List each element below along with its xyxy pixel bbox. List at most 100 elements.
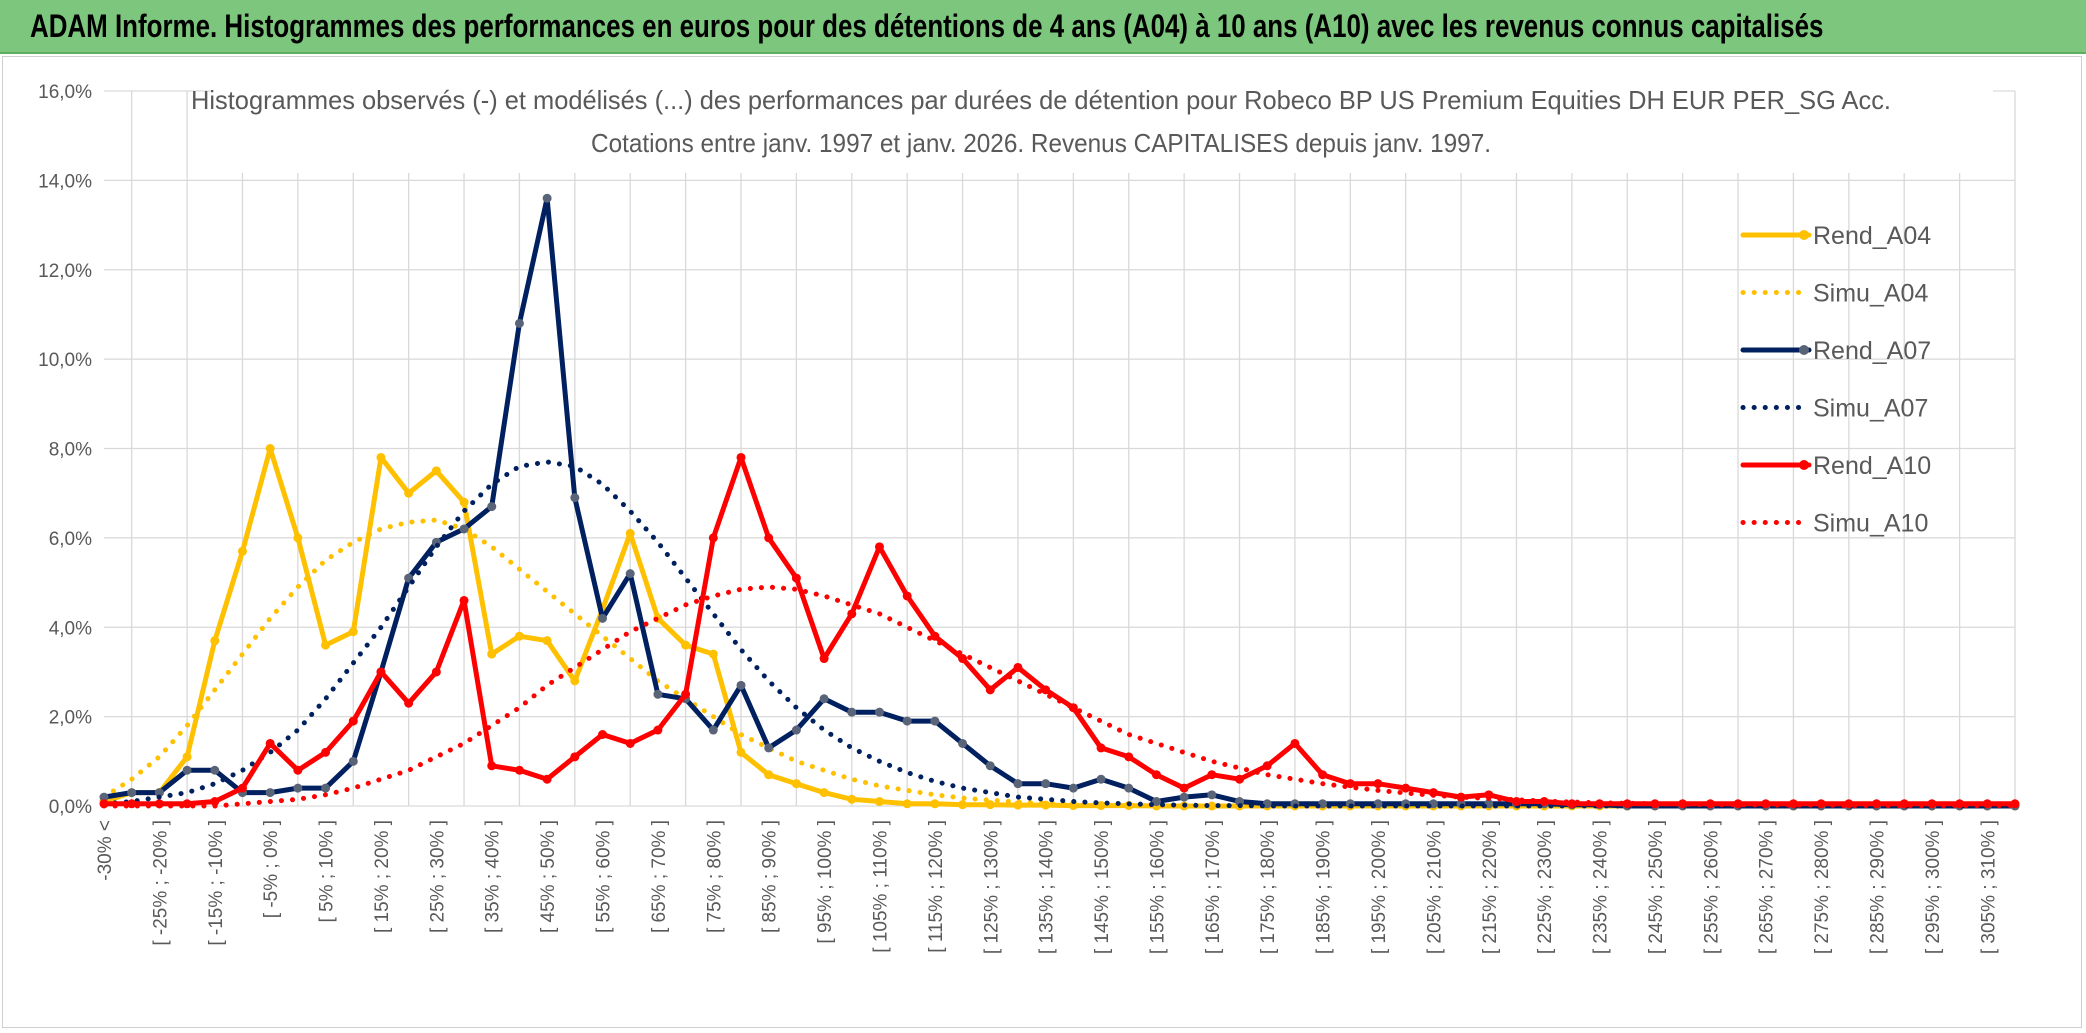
data-point — [431, 466, 441, 476]
data-point — [708, 533, 718, 543]
data-point — [1096, 774, 1106, 784]
x-tick-label: [ 175% ; 180% ] — [1258, 820, 1279, 954]
title-background — [213, 63, 1993, 173]
data-point — [1788, 799, 1798, 809]
data-point — [791, 573, 801, 583]
data-point — [1179, 783, 1189, 793]
data-point — [431, 667, 441, 677]
data-point — [1013, 779, 1023, 789]
x-tick-label: [ 145% ; 150% ] — [1092, 820, 1113, 954]
data-point — [459, 595, 469, 605]
chart-legend: Rend_A04 Simu_A04 Rend_A07 Simu_A07 Rend_A10… — [1740, 222, 1931, 538]
data-point — [681, 689, 691, 699]
data-point — [736, 747, 746, 757]
data-point — [348, 716, 358, 726]
data-point — [1207, 790, 1217, 800]
data-point — [1373, 779, 1383, 789]
data-point — [598, 613, 608, 623]
data-point — [487, 502, 497, 512]
data-point — [237, 546, 247, 556]
data-point — [958, 738, 968, 748]
y-tick-label: 8,0% — [49, 440, 92, 461]
chart-gridlines — [104, 90, 2016, 807]
y-tick-label: 14,0% — [38, 171, 92, 192]
data-point — [653, 689, 663, 699]
data-point — [376, 452, 386, 462]
x-tick-label: [ 85% ; 90% ] — [760, 820, 781, 933]
data-point — [847, 707, 857, 717]
data-point — [293, 765, 303, 775]
data-point — [210, 636, 220, 646]
data-point — [1235, 774, 1245, 784]
data-point — [376, 667, 386, 677]
data-point — [1733, 799, 1743, 809]
data-point — [1262, 761, 1272, 771]
data-point — [570, 752, 580, 762]
data-point — [598, 730, 608, 739]
data-point — [708, 649, 718, 659]
x-tick-label: [ -25% ; -20% ] — [150, 820, 171, 946]
report-banner: ADAM Informe. Histogrammes des performan… — [0, 0, 2086, 54]
data-point — [514, 318, 524, 328]
data-point — [764, 743, 774, 753]
data-point — [487, 761, 497, 771]
legend-marker — [1799, 345, 1809, 355]
data-point — [819, 694, 829, 704]
y-tick-label: 4,0% — [49, 618, 92, 639]
data-point — [930, 716, 940, 726]
data-point — [1318, 770, 1328, 780]
y-tick-label: 2,0% — [49, 708, 92, 729]
legend-label: Simu_A10 — [1813, 510, 1928, 538]
report-title: ADAM Informe. Histogrammes des performan… — [30, 8, 1824, 44]
data-point — [1151, 770, 1161, 780]
data-point — [985, 761, 995, 771]
x-tick-label: [ -5% ; 0% ] — [261, 820, 282, 918]
data-point — [625, 569, 635, 579]
data-point — [985, 685, 995, 695]
legend-label: Rend_A07 — [1813, 337, 1931, 365]
data-point — [1207, 770, 1217, 780]
data-point — [1041, 779, 1051, 789]
performance-histogram-chart: 0,0% 2,0% 4,0% 6,0% 8,0% 10,0% 12,0% 14,0% 16,0%… — [38, 63, 2020, 954]
data-point — [625, 528, 635, 538]
data-point — [847, 609, 857, 619]
data-point — [459, 497, 469, 507]
data-point — [1096, 743, 1106, 753]
data-point — [404, 698, 414, 708]
data-point — [237, 783, 247, 793]
data-point — [1567, 799, 1577, 809]
data-point — [902, 799, 912, 809]
legend-marker — [1799, 230, 1809, 240]
x-tick-label: [ 205% ; 210% ] — [1424, 820, 1445, 954]
data-point — [1207, 801, 1217, 811]
x-tick-label: -30% < — [95, 820, 116, 881]
data-point — [736, 680, 746, 690]
data-point — [708, 725, 718, 735]
data-point — [874, 707, 884, 717]
data-point — [958, 654, 968, 664]
data-point — [348, 627, 358, 637]
x-axis: -30% < [ -25% ; -20% ] [ -15% ; -10% ] [ -5… — [95, 820, 1999, 954]
data-point — [1622, 799, 1632, 809]
x-tick-label: [ 185% ; 190% ] — [1314, 820, 1335, 954]
data-point — [625, 738, 635, 748]
x-tick-label: [ 285% ; 290% ] — [1868, 820, 1889, 954]
y-tick-label: 10,0% — [38, 350, 92, 371]
data-point — [99, 792, 109, 802]
data-point — [210, 797, 220, 807]
data-point — [154, 788, 164, 798]
x-tick-label: [ 65% ; 70% ] — [649, 820, 670, 933]
x-tick-label: [ 215% ; 220% ] — [1480, 820, 1501, 954]
data-point — [321, 640, 331, 650]
series-line-simu-a10 — [101, 584, 2018, 809]
data-point — [1041, 685, 1051, 695]
legend-label: Simu_A04 — [1813, 280, 1928, 308]
data-point — [819, 788, 829, 798]
data-point — [1456, 792, 1466, 802]
data-point — [321, 747, 331, 757]
series-line-rend-a07 — [101, 195, 2018, 809]
data-point — [459, 524, 469, 534]
x-tick-label: [ 225% ; 230% ] — [1535, 820, 1556, 954]
data-point — [1179, 792, 1189, 802]
data-point — [1511, 797, 1521, 807]
